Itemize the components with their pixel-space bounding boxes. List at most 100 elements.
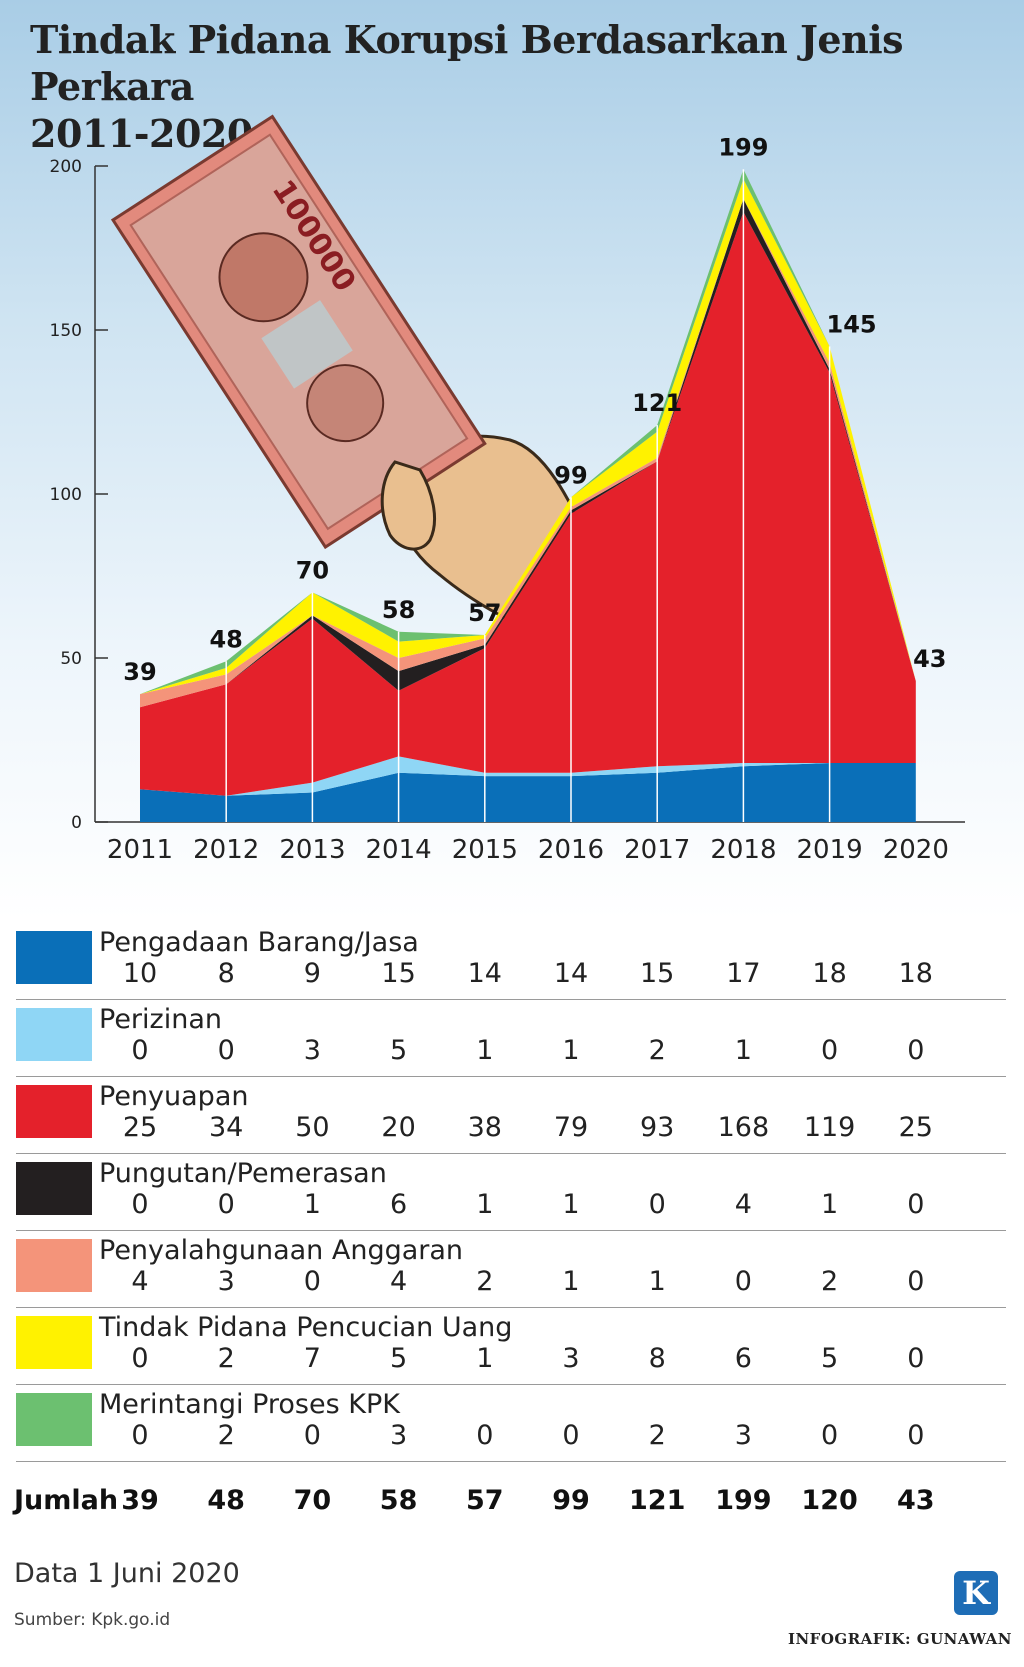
y-tick-label: 100 (50, 485, 82, 505)
legend-row-divider (16, 1153, 1006, 1154)
legend-swatch (16, 1008, 92, 1061)
legend-row-divider (16, 1384, 1006, 1385)
data-date-note: Data 1 Juni 2020 (14, 1558, 240, 1589)
totals-row-value: 39 (121, 1485, 159, 1516)
legend-value: 0 (303, 1266, 321, 1297)
legend-value: 0 (476, 1420, 494, 1451)
legend-value: 0 (907, 1035, 925, 1066)
legend-value: 0 (907, 1420, 925, 1451)
legend-swatch (16, 1316, 92, 1369)
legend-value: 10 (122, 958, 158, 989)
legend-category-name: Penyuapan (99, 1081, 249, 1112)
totals-row-value: 121 (629, 1485, 686, 1516)
legend-value: 18 (812, 958, 847, 989)
legend-value: 1 (821, 1189, 839, 1220)
total-label-2016: 99 (554, 461, 587, 489)
legend-value: 4 (734, 1189, 752, 1220)
legend-value: 3 (390, 1420, 408, 1451)
totals-row-value: 58 (379, 1485, 418, 1516)
y-tick-label: 150 (50, 321, 82, 341)
area-pengadaan-barang-jasa (140, 762, 916, 822)
legend-value: 0 (907, 1266, 925, 1297)
legend-value: 1 (734, 1035, 752, 1066)
legend-value: 14 (467, 958, 502, 989)
legend-value: 0 (217, 1035, 235, 1066)
total-label-2011: 39 (123, 658, 156, 686)
title-line-2: 2011-2020 (30, 111, 253, 156)
legend-row: Perizinan 0 0 3 5 1 1 2 1 0 0 (0, 1002, 1024, 1079)
total-label-2020: 43 (913, 645, 946, 673)
legend-value: 0 (131, 1035, 149, 1066)
legend-swatch (16, 1239, 92, 1292)
totals-row-value: 199 (715, 1485, 772, 1516)
x-tick-label-2018: 2018 (710, 835, 776, 865)
x-tick-label-2011: 2011 (107, 835, 173, 865)
x-tick-label-2015: 2015 (452, 835, 518, 865)
legend-value: 7 (303, 1343, 321, 1374)
legend-value: 0 (821, 1035, 839, 1066)
legend-swatch (16, 1162, 92, 1215)
totals-row-value: 99 (552, 1485, 590, 1516)
legend-value: 0 (734, 1266, 752, 1297)
legend-row-divider (16, 1461, 1006, 1462)
year-gridlines (225, 169, 831, 822)
legend-value: 25 (122, 1112, 158, 1143)
legend-value: 1 (476, 1343, 494, 1374)
legend-value: 3 (217, 1266, 235, 1297)
legend-value: 15 (381, 958, 416, 989)
legend-value: 168 (717, 1112, 770, 1143)
legend-value: 5 (390, 1035, 408, 1066)
legend-value: 0 (562, 1420, 580, 1451)
legend-value: 25 (898, 1112, 933, 1143)
x-tick-label-2020: 2020 (883, 835, 949, 865)
legend-value: 4 (390, 1266, 408, 1297)
legend-category-name: Pengadaan Barang/Jasa (99, 927, 419, 958)
total-label-2014: 58 (382, 596, 415, 624)
legend-value: 1 (476, 1189, 494, 1220)
legend-row: Merintangi Proses KPK 0 2 0 3 0 0 2 3 0 0 (0, 1387, 1024, 1464)
totals-row-value: 48 (207, 1485, 245, 1516)
legend-value: 0 (821, 1420, 839, 1451)
legend-value: 3 (734, 1420, 752, 1451)
y-tick-label: 50 (60, 649, 82, 669)
legend-value: 1 (562, 1035, 580, 1066)
legend-value: 5 (390, 1343, 408, 1374)
legend-value: 38 (467, 1112, 502, 1143)
legend-value: 119 (803, 1112, 856, 1143)
legend-value: 2 (476, 1266, 494, 1297)
legend-row-divider (16, 1230, 1006, 1231)
banknote-illustration: 100000 (110, 114, 487, 550)
legend-category-name: Perizinan (99, 1004, 222, 1035)
legend-value: 15 (640, 958, 675, 989)
legend-value: 17 (726, 958, 761, 989)
legend-value: 1 (648, 1266, 666, 1297)
thumb-illustration (380, 460, 437, 551)
x-tick-label-2012: 2012 (193, 835, 259, 865)
legend-value: 0 (131, 1343, 149, 1374)
legend-value: 2 (217, 1420, 235, 1451)
legend-row-divider (16, 1076, 1006, 1077)
legend-row-divider (16, 1307, 1006, 1308)
legend-swatch (16, 931, 92, 984)
legend-value: 79 (553, 1112, 589, 1143)
legend-value: 1 (562, 1266, 580, 1297)
legend-value: 18 (898, 958, 933, 989)
legend-category-name: Penyalahgunaan Anggaran (99, 1235, 464, 1266)
legend-value: 34 (209, 1112, 244, 1143)
legend-row-divider (16, 999, 1006, 1000)
legend-value: 0 (217, 1189, 235, 1220)
x-tick-label-2016: 2016 (538, 835, 604, 865)
legend-row: Tindak Pidana Pencucian Uang 0 2 7 5 1 3 8 6 5 0 (0, 1310, 1024, 1387)
source-note: Sumber: Kpk.go.id (14, 1610, 171, 1630)
legend-value: 0 (907, 1343, 925, 1374)
x-tick-label-2019: 2019 (797, 835, 863, 865)
area-chart: 100000 0 50 100 150 200 39 48 70 58 57 99 121 199 14… (50, 114, 965, 865)
legend-value: 5 (821, 1343, 839, 1374)
legend-value: 1 (303, 1189, 321, 1220)
legend-row: Pengadaan Barang/Jasa 10 8 9 15 14 14 15 17 18 18 (0, 925, 1024, 1002)
total-label-2015: 57 (468, 599, 501, 627)
legend-value: 6 (734, 1343, 752, 1374)
legend-swatch (16, 1393, 92, 1446)
total-label-2017: 121 (632, 389, 682, 417)
x-tick-label-2017: 2017 (624, 835, 690, 865)
